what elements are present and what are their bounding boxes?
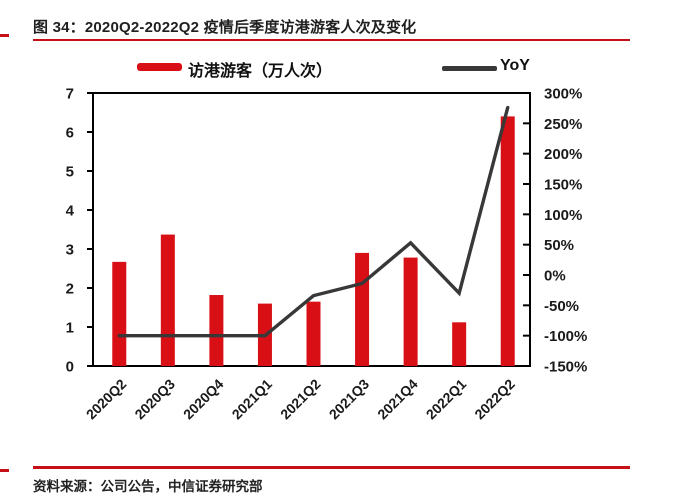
figure-title: 图 34：2020Q2-2022Q2 疫情后季度访港游客人次及变化: [33, 19, 417, 36]
right-axis-tick-label: -100%: [544, 328, 587, 345]
left-axis-tick-label: 7: [66, 86, 74, 103]
right-axis-tick-label: 0%: [544, 268, 566, 285]
right-axis-tick-label: 300%: [544, 86, 582, 103]
right-axis-tick-label: 100%: [544, 207, 582, 224]
page-edge-mark-top: [0, 34, 9, 37]
right-axis-tick-label: 250%: [544, 116, 582, 133]
right-axis-tick-label: 50%: [544, 237, 574, 254]
bar-2020Q3: [160, 234, 175, 366]
visitors-yoy-chart: 0 1 2 3 4 5 6 7 -150% -100% -50% 0% 50% 100% 150% 200% 2…: [66, 86, 588, 423]
bar-2021Q3: [355, 252, 370, 366]
right-axis-tick-label: 150%: [544, 177, 582, 194]
legend-bar-swatch: [137, 63, 182, 71]
x-axis-label-2020Q4: 2020Q4: [180, 376, 227, 423]
x-axis-label-2021Q3: 2021Q3: [326, 376, 373, 423]
page-edge-mark-bottom: [0, 468, 9, 472]
bar-2021Q4: [403, 257, 418, 366]
title-underline: [33, 38, 630, 41]
x-axis-label-2021Q1: 2021Q1: [229, 376, 276, 423]
right-axis-tick-label: -150%: [544, 359, 587, 376]
bar-2020Q2: [112, 261, 127, 366]
left-axis-tick-label: 1: [66, 320, 74, 337]
left-axis-tick-label: 4: [66, 203, 75, 220]
bar-2022Q2: [500, 116, 515, 367]
legend-line-swatch: [442, 66, 497, 71]
bar-2020Q4: [209, 295, 224, 366]
x-axis-label-2020Q2: 2020Q2: [83, 376, 130, 423]
bar-2022Q1: [452, 322, 467, 366]
right-axis-tick-label: -50%: [544, 298, 579, 315]
left-axis-tick-label: 5: [66, 164, 74, 181]
source-note: 资料来源：公司公告，中信证券研究部: [33, 479, 263, 494]
left-axis-tick-label: 0: [66, 359, 74, 376]
x-axis-label-2020Q3: 2020Q3: [131, 376, 178, 423]
legend-bar-label: 访港游客（万人次）: [188, 63, 333, 80]
left-axis-tick-label: 6: [66, 125, 74, 142]
footer-rule: [33, 466, 630, 469]
x-axis-label-2021Q4: 2021Q4: [374, 376, 421, 423]
x-axis-label-2022Q2: 2022Q2: [471, 376, 518, 423]
x-axis-label-2022Q1: 2022Q1: [423, 376, 470, 423]
left-axis-tick-label: 2: [66, 281, 74, 298]
x-axis-label-2021Q2: 2021Q2: [277, 376, 324, 423]
yoy-line: [117, 105, 510, 338]
left-axis-tick-label: 3: [66, 242, 74, 259]
right-axis-tick-label: 200%: [544, 146, 582, 163]
legend-line-label: YoY: [500, 57, 530, 74]
bar-2021Q2: [306, 301, 321, 366]
